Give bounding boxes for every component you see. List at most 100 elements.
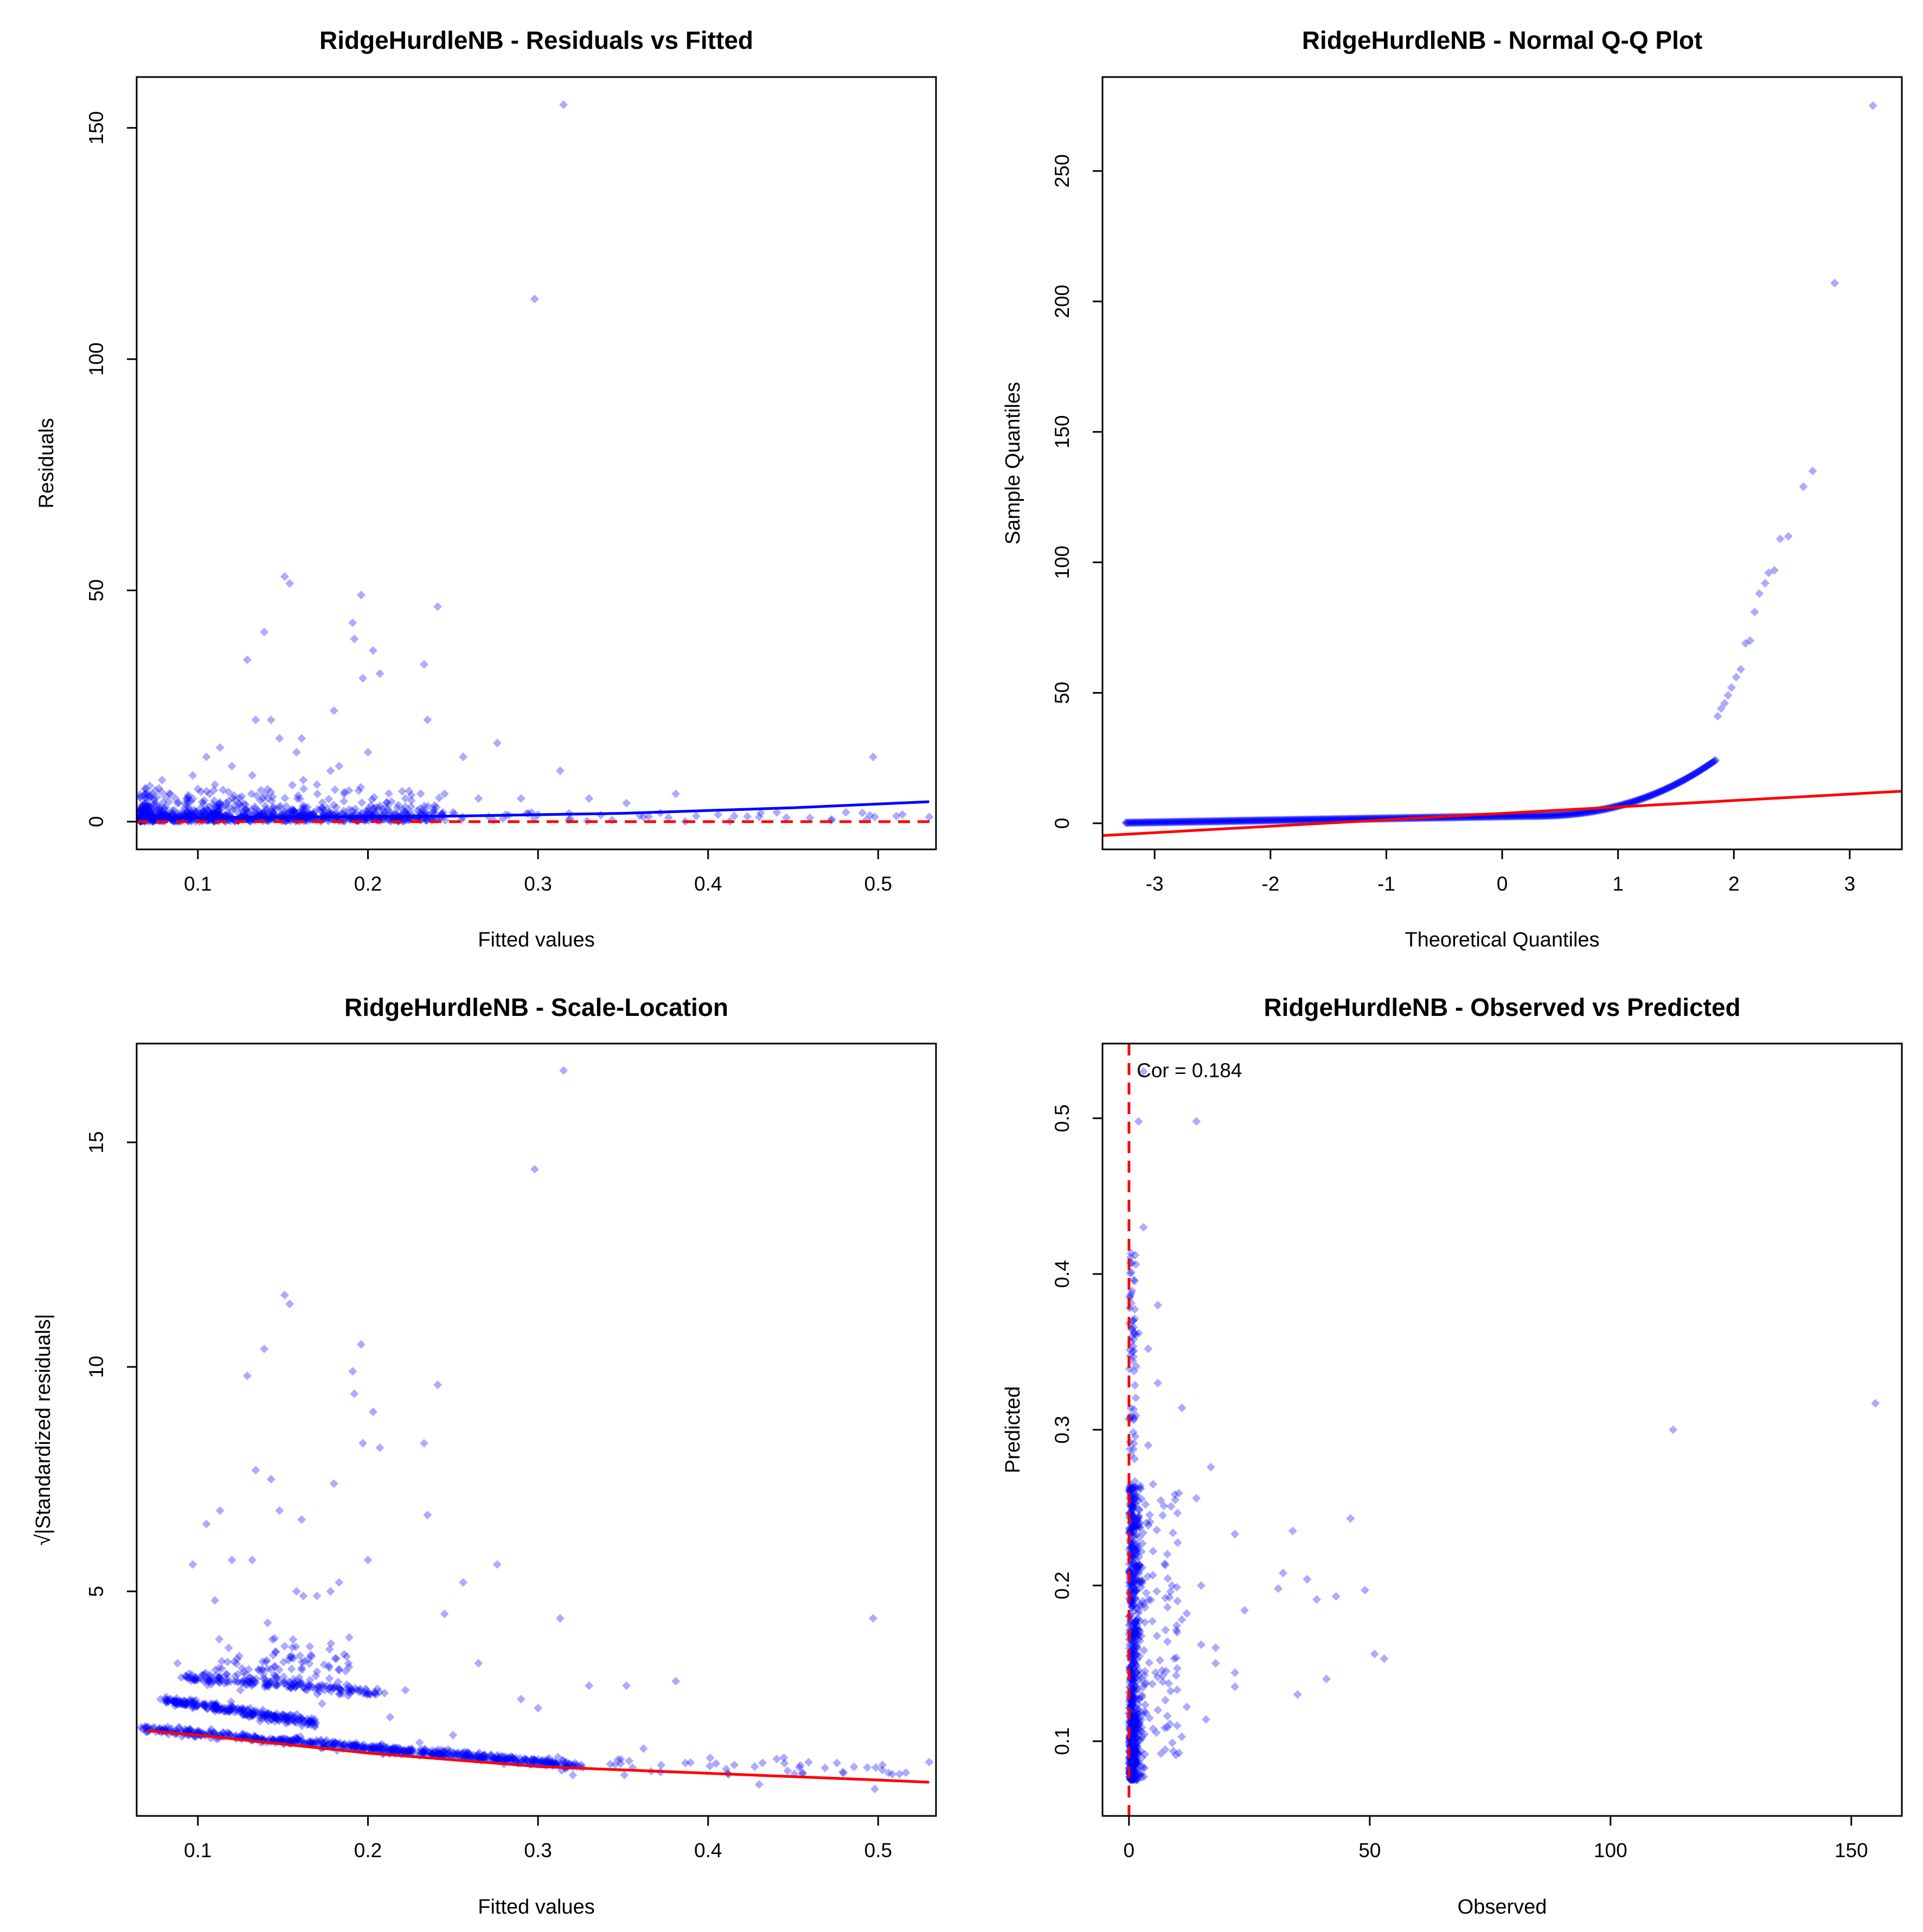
density-point	[1129, 1590, 1138, 1599]
density-point	[1172, 1621, 1181, 1630]
density-point	[1687, 771, 1696, 781]
density-point	[379, 1745, 388, 1755]
density-point	[1530, 811, 1539, 821]
density-point	[1130, 1538, 1139, 1547]
data-point	[1182, 1703, 1191, 1712]
density-point	[1127, 1720, 1137, 1729]
data-point	[1346, 1514, 1355, 1523]
density-point	[1131, 1759, 1140, 1768]
data-point	[1303, 1575, 1312, 1584]
density-point	[240, 1710, 249, 1719]
density-point	[1670, 780, 1680, 789]
density-point	[1671, 779, 1681, 789]
density-point	[1137, 1691, 1146, 1700]
density-point	[1127, 1700, 1136, 1710]
density-point	[1129, 1750, 1138, 1760]
density-point	[1128, 1485, 1137, 1494]
density-point	[199, 809, 208, 818]
data-point	[440, 789, 449, 798]
density-point	[1311, 815, 1320, 824]
density-point	[1553, 811, 1562, 820]
density-point	[335, 1690, 344, 1699]
density-point	[1130, 1414, 1139, 1423]
density-point	[440, 1746, 450, 1755]
plot-frame	[1101, 76, 1903, 850]
density-point	[664, 813, 673, 822]
density-point	[1131, 1494, 1140, 1504]
density-point	[1132, 1586, 1141, 1595]
density-point	[1130, 1756, 1139, 1765]
density-point	[1256, 816, 1265, 825]
data-point	[1177, 1403, 1187, 1412]
density-point	[1260, 816, 1270, 825]
density-point	[346, 1741, 355, 1750]
density-point	[162, 1696, 171, 1705]
density-point	[1552, 811, 1561, 820]
density-point	[1169, 1747, 1178, 1756]
density-point	[1296, 815, 1305, 824]
density-point	[1305, 815, 1315, 824]
density-point	[226, 1730, 235, 1739]
density-point	[1139, 818, 1148, 827]
density-point	[714, 810, 723, 820]
density-point	[427, 1749, 437, 1758]
density-point	[1127, 1661, 1137, 1670]
x-tick-label: 0.2	[354, 873, 382, 895]
density-point	[307, 1713, 316, 1723]
density-point	[382, 1744, 392, 1754]
density-point	[1125, 1741, 1134, 1750]
density-point	[140, 1722, 150, 1731]
data-point	[173, 1659, 182, 1668]
y-tick-label: 250	[1051, 154, 1073, 188]
density-point	[222, 1669, 232, 1679]
density-point	[211, 1701, 220, 1711]
density-point	[344, 1659, 353, 1668]
density-point	[1126, 1543, 1135, 1552]
x-tick-label: 3	[1844, 873, 1856, 895]
density-point	[1152, 1632, 1162, 1641]
density-point	[1129, 1743, 1138, 1752]
density-point	[159, 803, 169, 813]
density-point	[363, 1690, 372, 1699]
density-point	[1139, 1763, 1148, 1772]
density-point	[558, 1756, 567, 1765]
density-point	[140, 809, 150, 818]
data-point	[516, 1694, 525, 1704]
density-point	[1132, 1775, 1142, 1784]
density-point	[141, 805, 150, 814]
density-point	[304, 1654, 313, 1664]
normal-qq-panel: RidgeHurdleNB - Normal Q-Q Plot -3 -2 -1 0 1…	[1002, 26, 1903, 951]
density-point	[212, 1701, 221, 1711]
density-point	[1130, 1774, 1139, 1783]
density-point	[616, 1755, 625, 1764]
density-point	[243, 1705, 252, 1714]
density-point	[1685, 772, 1694, 782]
density-point	[1130, 1624, 1139, 1634]
density-point	[435, 1749, 445, 1758]
data-point	[339, 1649, 349, 1659]
density-point	[491, 1754, 500, 1763]
data-point	[555, 1614, 565, 1623]
density-point	[1152, 1526, 1162, 1535]
density-point	[476, 1753, 485, 1762]
density-point	[539, 1756, 548, 1765]
density-point	[291, 1683, 300, 1692]
density-point	[369, 804, 379, 813]
density-point	[210, 1706, 220, 1716]
density-point	[1129, 1342, 1138, 1351]
data-point	[423, 1511, 432, 1520]
density-point	[219, 1728, 228, 1737]
density-point	[313, 1681, 323, 1690]
density-point	[259, 1669, 268, 1679]
density-point	[1138, 1731, 1147, 1741]
density-point	[364, 1744, 373, 1754]
density-point	[206, 1727, 215, 1736]
density-point	[1138, 1563, 1147, 1572]
density-point	[335, 1684, 344, 1693]
density-point	[304, 1682, 313, 1691]
density-point	[271, 1712, 280, 1721]
density-point	[425, 1748, 434, 1757]
density-point	[137, 813, 146, 822]
density-point	[1125, 1269, 1134, 1278]
density-point	[163, 1697, 172, 1706]
